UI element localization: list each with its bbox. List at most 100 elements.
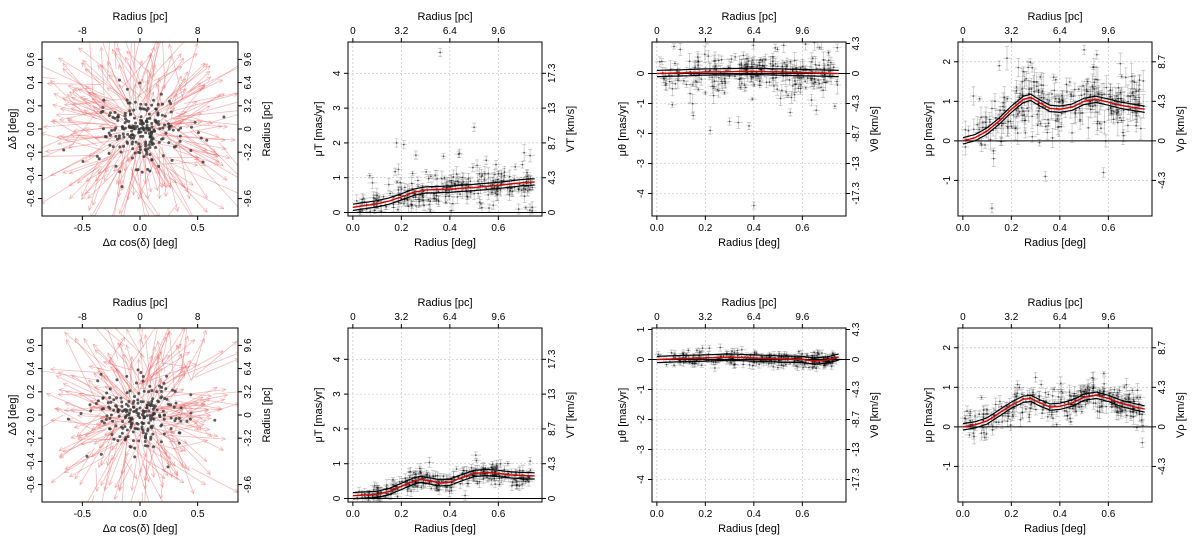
y-tick-label: -0.6 (26, 190, 37, 208)
motion-arrowhead (173, 93, 178, 99)
motion-arrowhead (62, 169, 68, 174)
data-point (813, 78, 816, 80)
motion-arrowhead (59, 107, 66, 112)
star-point (137, 130, 141, 134)
star-point (176, 128, 180, 132)
motion-arrowhead (95, 176, 100, 182)
data-point (445, 186, 448, 189)
motion-arrowhead (161, 225, 165, 229)
data-point (782, 69, 784, 72)
star-point (107, 113, 111, 117)
data-point (1115, 113, 1118, 115)
motion-arrowhead (91, 200, 97, 206)
motion-vector (88, 135, 114, 158)
star-point (205, 138, 209, 142)
data-point (487, 194, 490, 196)
motion-arrowhead (150, 91, 155, 97)
star-point (128, 126, 132, 130)
motion-vector (170, 94, 177, 122)
data-point (497, 178, 499, 181)
x-tick-label: 0.4 (747, 223, 761, 234)
data-point (1039, 76, 1042, 78)
motion-arrowhead (152, 63, 157, 70)
data-point (688, 60, 691, 63)
motion-vector (71, 96, 140, 129)
star-point (141, 121, 145, 125)
motion-arrowhead (58, 116, 64, 122)
data-point (752, 204, 755, 207)
data-point (677, 79, 679, 82)
data-point (399, 181, 402, 184)
data-point (1138, 79, 1141, 82)
data-point (721, 82, 724, 85)
motion-arrowhead (219, 204, 225, 210)
star-point (62, 148, 66, 152)
data-point (1047, 122, 1050, 125)
data-point (1142, 80, 1145, 82)
data-point (483, 178, 486, 181)
data-point (1131, 91, 1134, 94)
motion-vector (174, 101, 197, 122)
motion-vector (167, 203, 178, 216)
motion-vector (85, 164, 114, 182)
motion-vector (103, 148, 126, 182)
star-point (156, 113, 160, 117)
data-point (827, 51, 830, 54)
motion-vector (175, 141, 238, 179)
data-point (1108, 93, 1111, 96)
motion-arrowhead (126, 195, 131, 201)
data-point (485, 187, 488, 190)
data-point (673, 45, 675, 48)
star-point (145, 117, 149, 121)
fit-lower-line (656, 73, 839, 78)
motion-arrowhead (144, 79, 149, 85)
motion-arrowhead (118, 64, 123, 70)
motion-arrowhead (160, 84, 166, 90)
data-point (765, 81, 768, 84)
right-tick-label: 0 (243, 126, 254, 132)
x-tick-label: 0.2 (698, 223, 712, 234)
data-point (723, 77, 726, 80)
data-point (473, 126, 475, 129)
motion-arrowhead (210, 148, 216, 153)
data-point (1002, 105, 1004, 108)
data-point (444, 189, 447, 192)
star-point (138, 148, 142, 152)
data-point (1060, 112, 1063, 115)
star-point (172, 145, 176, 149)
motion-vector (167, 133, 218, 158)
motion-vector (137, 131, 152, 193)
motion-vector (62, 146, 138, 174)
data-point (793, 59, 796, 62)
x-tick-label: 0.4 (443, 223, 457, 234)
star-point (147, 143, 151, 147)
motion-vector (153, 66, 182, 82)
motion-vector (159, 111, 187, 125)
motion-vector (62, 63, 102, 109)
data-point (750, 77, 753, 80)
data-point (804, 86, 807, 89)
motion-arrowhead (193, 156, 200, 161)
data-point (697, 60, 699, 63)
motion-arrowhead (85, 127, 91, 133)
motion-vector (147, 76, 211, 119)
data-point (740, 82, 743, 85)
data-point (497, 172, 500, 175)
data-point (691, 102, 694, 105)
data-point (743, 84, 746, 87)
data-point (450, 179, 453, 182)
data-point (1018, 96, 1021, 99)
data-point (1044, 106, 1047, 109)
data-point (375, 194, 378, 197)
data-point (1135, 90, 1138, 93)
top-axis-title: Radius [pc] (721, 11, 776, 23)
motion-vector (124, 138, 132, 171)
motion-vector (146, 156, 177, 184)
motion-arrowhead (194, 42, 199, 48)
motion-vector (144, 137, 165, 187)
motion-arrowhead (78, 47, 84, 53)
data-point (496, 193, 499, 196)
motion-arrowhead (116, 192, 122, 198)
star-point (154, 145, 158, 149)
data-point (1094, 104, 1096, 107)
